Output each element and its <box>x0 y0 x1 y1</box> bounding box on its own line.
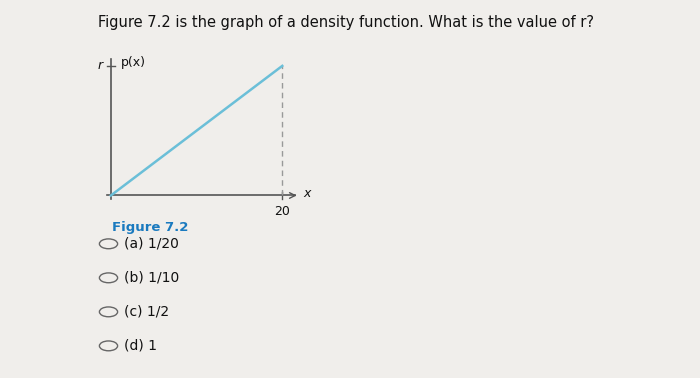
Text: (b) 1/10: (b) 1/10 <box>124 271 179 285</box>
Text: Figure 7.2: Figure 7.2 <box>112 221 189 234</box>
Text: p(x): p(x) <box>121 56 146 69</box>
Text: 20: 20 <box>274 205 290 218</box>
Text: (c) 1/2: (c) 1/2 <box>124 305 169 319</box>
Text: r: r <box>97 59 102 72</box>
Text: Figure 7.2 is the graph of a density function. What is the value of r?: Figure 7.2 is the graph of a density fun… <box>98 15 594 30</box>
Text: (a) 1/20: (a) 1/20 <box>124 237 178 251</box>
Text: x: x <box>304 187 311 200</box>
Text: (d) 1: (d) 1 <box>124 339 157 353</box>
